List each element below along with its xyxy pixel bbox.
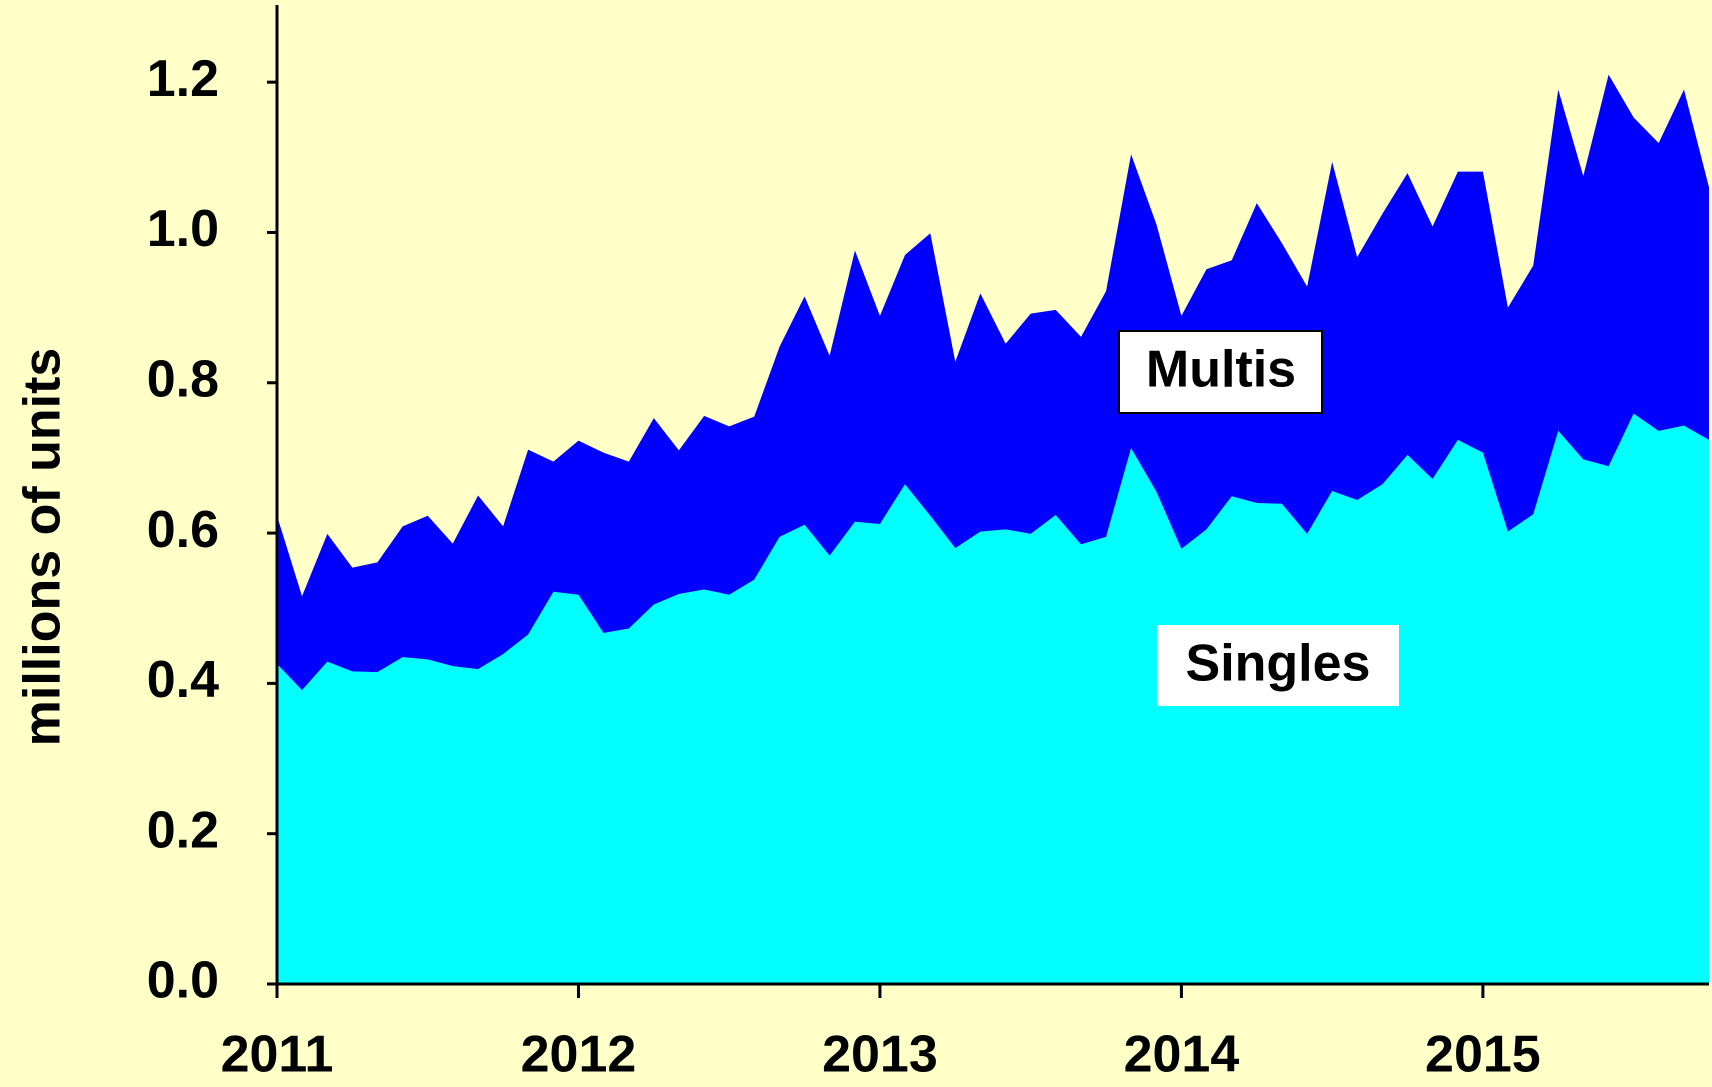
x-tick-label: 2015	[1425, 1026, 1541, 1084]
y-tick-label: 0.2	[147, 801, 219, 859]
x-tick-label: 2012	[521, 1026, 637, 1084]
y-tick-label: 0.8	[147, 351, 219, 409]
x-tick-label: 2013	[822, 1026, 938, 1084]
area	[277, 74, 1709, 691]
label-box	[1118, 330, 1323, 414]
area	[277, 413, 1709, 985]
y-tick-label: 0.0	[147, 952, 219, 1010]
y-tick-label: 0.6	[147, 501, 219, 559]
x-tick-label: 2011	[221, 1026, 334, 1084]
series-label: Singles	[1186, 635, 1371, 693]
y-tick-label: 1.2	[147, 50, 219, 108]
y-axis-label: millions of units	[14, 348, 72, 747]
label-box	[1157, 625, 1399, 706]
x-tick-label: 2014	[1124, 1026, 1240, 1084]
y-tick-label: 1.0	[147, 200, 219, 258]
series-label: Multis	[1146, 341, 1296, 399]
y-tick-label: 0.4	[147, 651, 219, 709]
